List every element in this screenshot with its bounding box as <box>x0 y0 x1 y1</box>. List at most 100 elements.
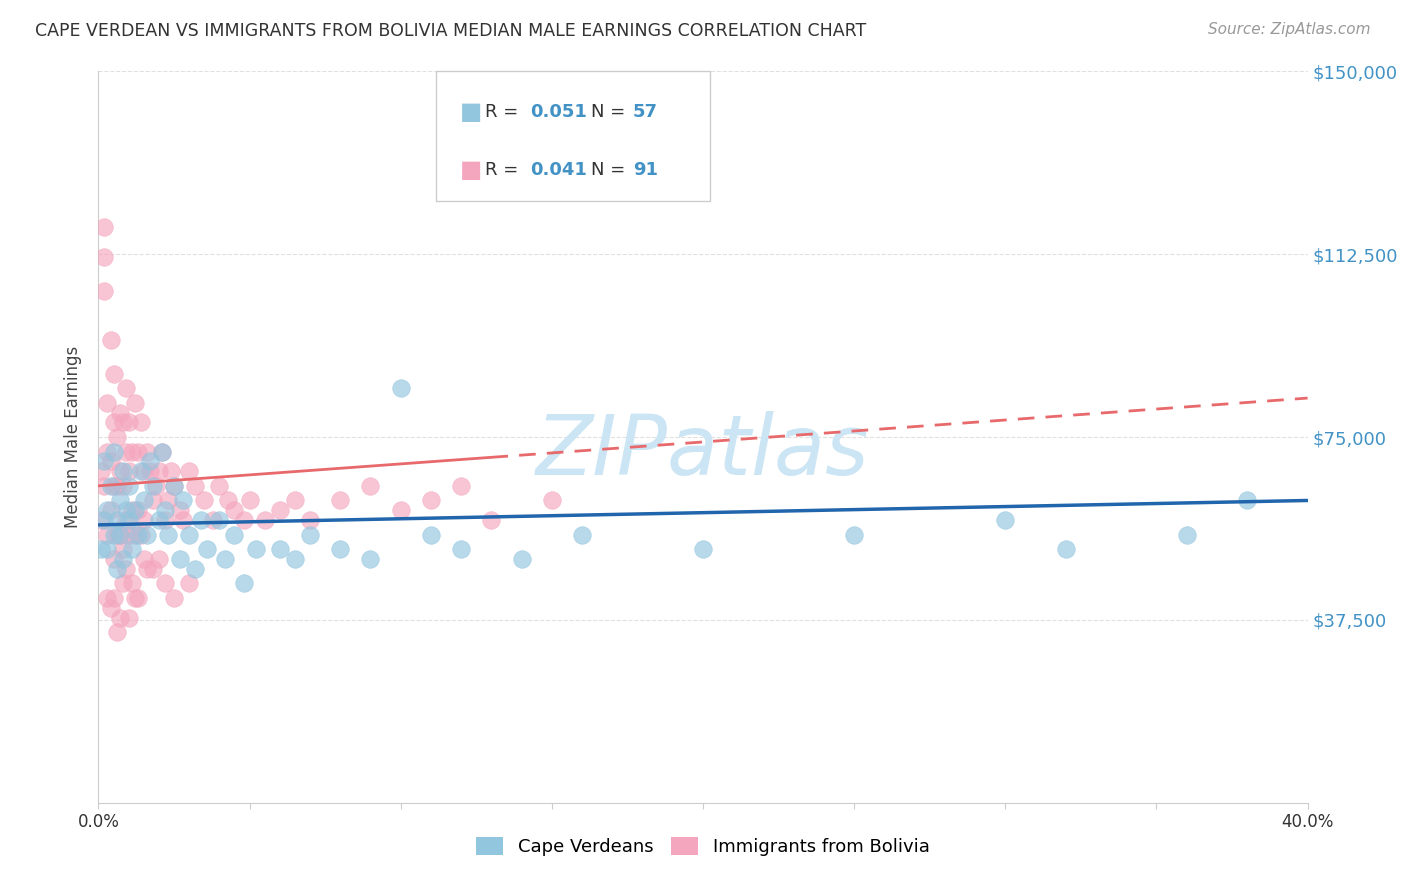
Point <box>108 527 131 541</box>
Point <box>114 562 136 576</box>
Point <box>129 527 152 541</box>
Point <box>93 454 115 468</box>
Point <box>108 406 131 420</box>
Point <box>420 527 443 541</box>
Point <box>145 479 167 493</box>
Point <box>121 444 143 458</box>
Point <box>96 444 118 458</box>
Point <box>284 493 307 508</box>
Point <box>172 493 194 508</box>
Point <box>118 610 141 624</box>
Point <box>127 527 149 541</box>
Point <box>114 444 136 458</box>
Point <box>156 527 179 541</box>
Point <box>208 479 231 493</box>
Point <box>184 479 207 493</box>
Point <box>450 542 472 557</box>
Point <box>153 503 176 517</box>
Point <box>111 464 134 478</box>
Point <box>153 576 176 591</box>
Text: 91: 91 <box>633 161 658 178</box>
Point <box>184 562 207 576</box>
Point <box>132 464 155 478</box>
Point <box>93 250 115 264</box>
Point <box>93 479 115 493</box>
Point <box>100 479 122 493</box>
Point <box>360 479 382 493</box>
Point <box>124 591 146 605</box>
Point <box>100 333 122 347</box>
Point <box>132 552 155 566</box>
Point <box>108 464 131 478</box>
Point <box>105 562 128 576</box>
Point <box>329 542 352 557</box>
Text: ■: ■ <box>460 100 482 124</box>
Point <box>153 513 176 527</box>
Point <box>105 430 128 444</box>
Point <box>269 542 291 557</box>
Point <box>150 444 173 458</box>
Point <box>90 542 112 557</box>
Point <box>179 576 201 591</box>
Legend: Cape Verdeans, Immigrants from Bolivia: Cape Verdeans, Immigrants from Bolivia <box>470 830 936 863</box>
Text: N =: N = <box>591 103 630 121</box>
Point <box>160 464 183 478</box>
Point <box>193 493 215 508</box>
Text: 0.041: 0.041 <box>530 161 586 178</box>
Point <box>111 576 134 591</box>
Point <box>118 464 141 478</box>
Point <box>105 513 128 527</box>
Point <box>111 479 134 493</box>
Point <box>481 513 503 527</box>
Point <box>96 396 118 410</box>
Text: 0.051: 0.051 <box>530 103 586 121</box>
Point <box>135 444 157 458</box>
Text: N =: N = <box>591 161 630 178</box>
Point <box>129 416 152 430</box>
Point <box>540 493 562 508</box>
Point <box>118 479 141 493</box>
Point <box>103 552 125 566</box>
Point <box>135 562 157 576</box>
Point <box>510 552 533 566</box>
Point <box>111 552 134 566</box>
Point <box>96 503 118 517</box>
Point <box>90 464 112 478</box>
Point <box>150 444 173 458</box>
Point <box>163 479 186 493</box>
Text: 57: 57 <box>633 103 658 121</box>
Point <box>142 479 165 493</box>
Point <box>103 367 125 381</box>
Point <box>127 444 149 458</box>
Point <box>103 479 125 493</box>
Point <box>1236 493 1258 508</box>
Text: R =: R = <box>485 103 524 121</box>
Point <box>420 493 443 508</box>
Point <box>450 479 472 493</box>
Point <box>139 464 162 478</box>
Point <box>239 493 262 508</box>
Point <box>96 591 118 605</box>
Point <box>103 527 125 541</box>
Point <box>299 513 322 527</box>
Point <box>118 513 141 527</box>
Point <box>329 493 352 508</box>
Point <box>124 503 146 517</box>
Point <box>994 513 1017 527</box>
Point <box>1175 527 1198 541</box>
Text: ZIPatlas: ZIPatlas <box>536 411 870 492</box>
Point <box>96 542 118 557</box>
Point <box>224 503 246 517</box>
Point <box>96 527 118 541</box>
Point <box>1054 542 1077 557</box>
Point <box>90 513 112 527</box>
Point <box>169 503 191 517</box>
Point <box>142 493 165 508</box>
Point <box>245 542 267 557</box>
Point <box>105 527 128 541</box>
Point <box>148 552 170 566</box>
Point <box>269 503 291 517</box>
Point <box>111 416 134 430</box>
Point <box>202 513 225 527</box>
Point <box>190 513 212 527</box>
